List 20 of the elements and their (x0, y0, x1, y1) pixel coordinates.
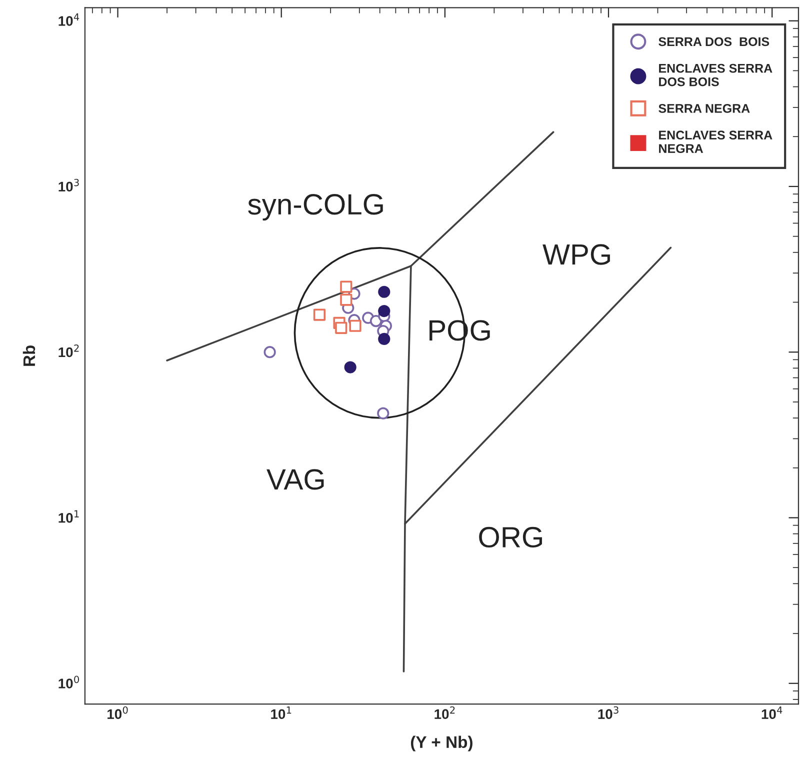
x-tick-label: 10$^{0}$ (108, 706, 128, 720)
y-tick-label: 10$^{0}$ (58, 676, 79, 688)
y-tick-label: 10$^{2}$ (58, 344, 79, 358)
x-tick-label: 10$^{4}$ (762, 706, 782, 720)
annotation: ORG (479, 526, 542, 548)
y-tick-label: 10$^{1}$ (58, 510, 79, 523)
x-tick-label: 10$^{3}$ (598, 706, 618, 720)
annotation: WPG (542, 244, 610, 265)
legend-label: SERRA NEGRA (658, 104, 750, 113)
x-tick-label: 10$^{2}$ (434, 706, 455, 720)
annotation: syn-COLG (248, 194, 383, 220)
legend-label: ENCLAVES SERRA NEGRA (659, 130, 772, 153)
legend-label: SERRA DOS BOIS (658, 37, 770, 46)
x-axis-title: (Y + Nb) (410, 736, 472, 752)
y-tick-label: 10$^{3}$ (58, 178, 79, 192)
y-axis-title: Rb (22, 345, 36, 366)
annotation: VAG (266, 469, 324, 490)
legend-label: ENCLAVES SERRA DOS BOIS (659, 64, 772, 86)
x-tick-label: 10$^{1}$ (271, 706, 292, 720)
y-tick-label: 10$^{4}$ (58, 13, 80, 26)
